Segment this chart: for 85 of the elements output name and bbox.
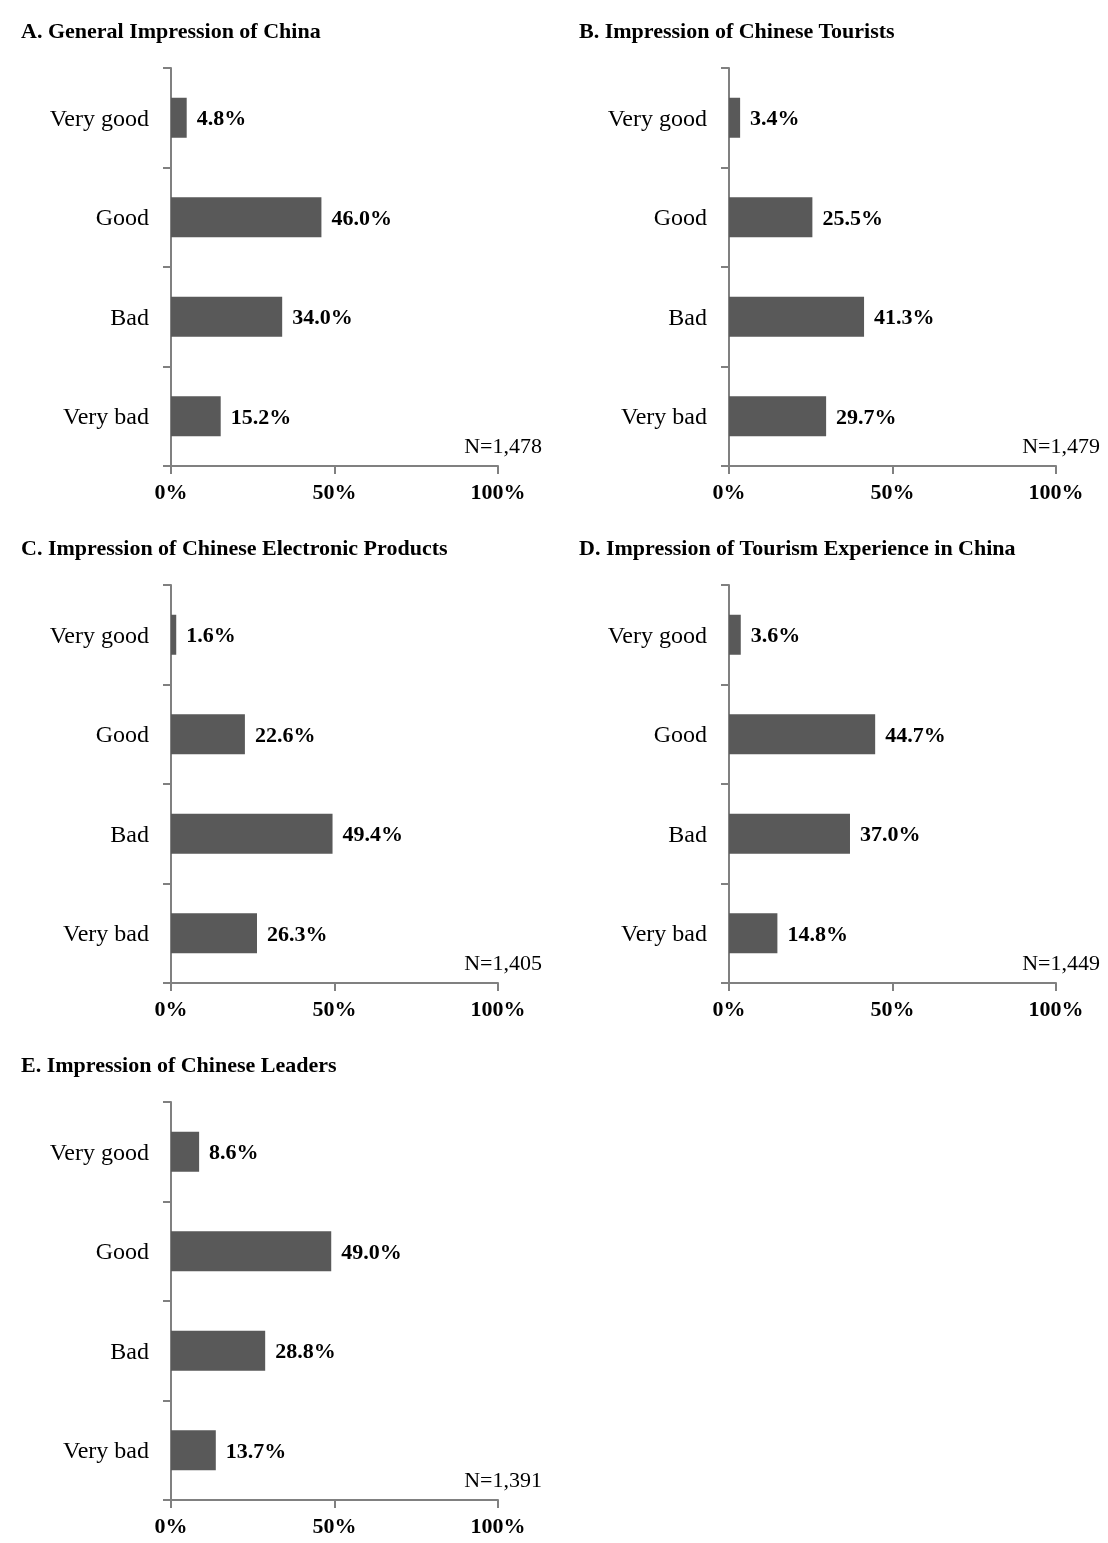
- data-label: 3.4%: [750, 105, 800, 131]
- y-tick-label: Very good: [607, 104, 707, 131]
- bar: [171, 1131, 200, 1172]
- x-tick-label: 50%: [870, 478, 915, 504]
- chart-title: E. Impression of Chinese Leaders: [21, 1051, 337, 1077]
- annotation: N=1,478: [464, 432, 542, 458]
- data-label: 13.7%: [225, 1437, 287, 1463]
- data-label: 15.2%: [230, 403, 292, 429]
- data-label: 29.7%: [836, 403, 897, 429]
- x-tick-label: 100%: [470, 478, 526, 504]
- y-tick-label: Very good: [49, 621, 149, 648]
- y-tick-label: Very bad: [621, 403, 707, 430]
- data-label: 49.4%: [342, 821, 404, 847]
- x-tick-label: 100%: [1028, 995, 1084, 1021]
- y-tick-label: Very bad: [63, 403, 149, 430]
- data-label: 14.8%: [787, 920, 848, 946]
- x-tick-label: 50%: [312, 1512, 357, 1538]
- bar: [729, 813, 850, 854]
- data-label: 22.6%: [254, 721, 316, 747]
- bar: [171, 813, 333, 854]
- bar: [729, 97, 741, 138]
- bar: [729, 396, 827, 437]
- annotation: N=1,405: [464, 949, 542, 975]
- x-tick-label: 50%: [312, 995, 357, 1021]
- x-tick-label: 0%: [712, 995, 746, 1021]
- data-label: 34.0%: [292, 304, 353, 330]
- data-label: 46.0%: [331, 204, 392, 230]
- x-tick-label: 50%: [312, 478, 357, 504]
- data-label: 28.8%: [275, 1338, 336, 1364]
- bar: [729, 197, 813, 238]
- bar: [171, 714, 245, 755]
- data-label: 25.5%: [822, 204, 883, 230]
- y-tick-label: Good: [653, 721, 707, 748]
- bar: [171, 913, 257, 954]
- bar: [171, 1231, 332, 1272]
- y-tick-label: Good: [95, 204, 149, 231]
- y-tick-label: Good: [653, 204, 707, 231]
- y-tick-label: Bad: [110, 303, 149, 330]
- data-label: 8.6%: [209, 1139, 259, 1165]
- data-label: 1.6%: [186, 622, 236, 648]
- x-tick-label: 0%: [154, 1512, 188, 1538]
- annotation: N=1,479: [1022, 432, 1100, 458]
- bar: [171, 1330, 266, 1371]
- data-label: 3.6%: [750, 622, 801, 648]
- bar: [729, 296, 865, 337]
- x-tick-label: 100%: [470, 995, 526, 1021]
- y-tick-label: Bad: [668, 303, 707, 330]
- x-tick-label: 0%: [154, 478, 188, 504]
- y-tick-label: Very good: [49, 104, 149, 131]
- bar: [729, 913, 778, 954]
- x-tick-label: 50%: [870, 995, 915, 1021]
- y-tick-label: Very good: [49, 1138, 149, 1165]
- chart-title: B. Impression of Chinese Tourists: [579, 17, 896, 43]
- x-tick-label: 0%: [154, 995, 188, 1021]
- bar: [171, 97, 187, 138]
- y-tick-label: Very bad: [63, 1437, 149, 1464]
- y-tick-label: Bad: [668, 820, 707, 847]
- data-label: 4.8%: [196, 105, 247, 131]
- y-tick-label: Good: [95, 721, 149, 748]
- bar: [171, 197, 322, 238]
- x-tick-label: 0%: [712, 478, 746, 504]
- x-tick-label: 100%: [1028, 478, 1084, 504]
- y-tick-label: Bad: [110, 820, 149, 847]
- y-tick-label: Very good: [607, 621, 707, 648]
- annotation: N=1,391: [464, 1466, 542, 1492]
- bar: [171, 396, 221, 437]
- y-tick-label: Good: [95, 1238, 149, 1265]
- x-tick-label: 100%: [470, 1512, 526, 1538]
- data-label: 26.3%: [267, 920, 328, 946]
- data-label: 49.0%: [341, 1238, 402, 1264]
- bar: [171, 1430, 216, 1471]
- y-tick-label: Bad: [110, 1337, 149, 1364]
- data-label: 41.3%: [874, 304, 935, 330]
- data-label: 37.0%: [859, 821, 921, 847]
- data-label: 44.7%: [885, 721, 946, 747]
- y-tick-label: Very bad: [621, 920, 707, 947]
- chart-title: A. General Impression of China: [21, 17, 321, 43]
- chart-title: C. Impression of Chinese Electronic Products: [21, 534, 448, 560]
- chart-title: D. Impression of Tourism Experience in China: [579, 534, 1016, 560]
- bar: [171, 296, 283, 337]
- y-tick-label: Very bad: [63, 920, 149, 947]
- annotation: N=1,449: [1022, 949, 1100, 975]
- bar: [171, 614, 177, 655]
- bar: [729, 714, 876, 755]
- bar: [729, 614, 741, 655]
